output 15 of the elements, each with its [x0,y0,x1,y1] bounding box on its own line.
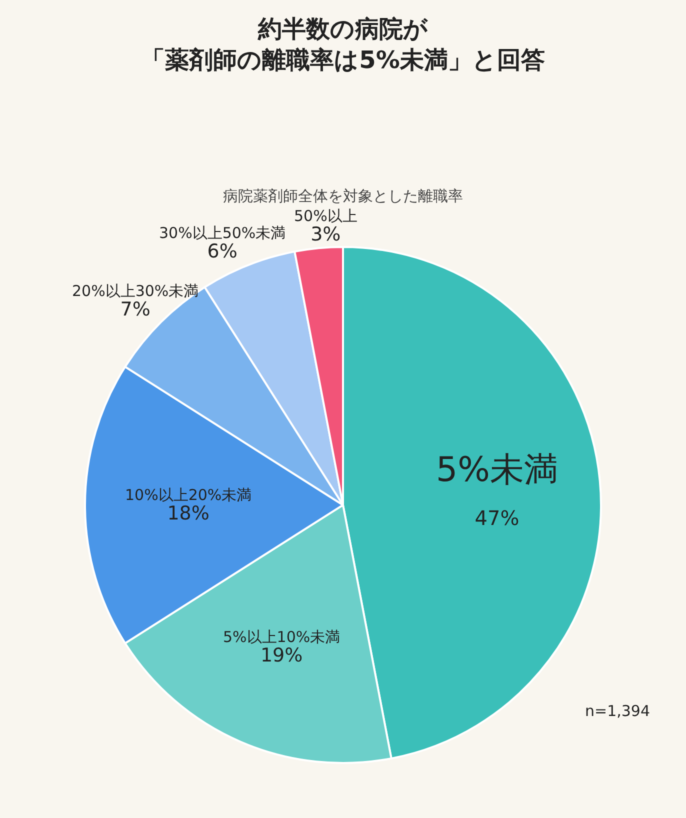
slice-label: 50%以上 [294,207,358,225]
data-label: 18% [167,502,210,524]
chart-subtitle: 病院薬剤師全体を対象とした離職率 [223,187,463,205]
data-label: 47% [474,506,520,530]
data-label: 3% [310,224,341,246]
slice-label: 5%以上10%未満 [223,628,340,646]
data-label: 7% [120,298,150,320]
chart-title: 約半数の病院が「薬剤師の離職率は5%未満」と回答 [141,14,545,74]
slice-label: 10%以上20%未満 [125,486,252,504]
slice-label: 30%以上50%未満 [159,224,286,242]
data-label: 19% [260,644,303,666]
text: n=1,394 [585,702,650,720]
slice-label: 5%未満 [436,450,558,490]
slice-label: 20%以上30%未満 [72,282,199,300]
data-label: 6% [207,240,238,262]
